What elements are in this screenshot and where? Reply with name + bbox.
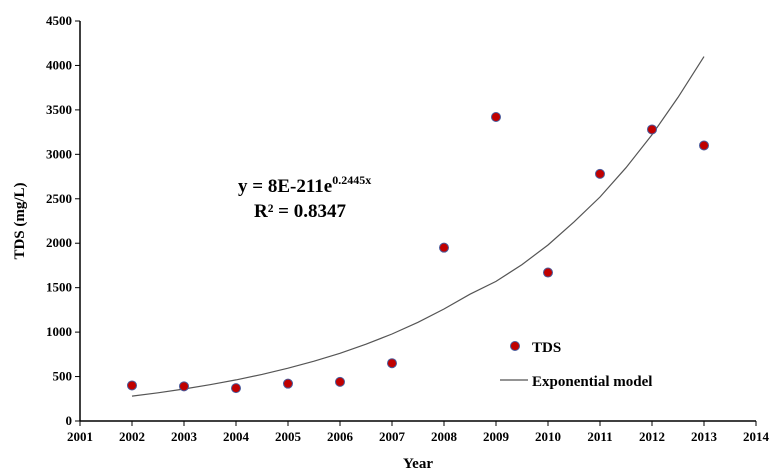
x-axis-ticks: 2001 2002 2003 2004 2005 2006 2007 2008 2009 2010… <box>67 421 770 444</box>
x-axis-title: Year <box>403 456 433 472</box>
plot-area <box>79 21 756 422</box>
tds-point <box>179 381 189 392</box>
legend-tds-label: TDS <box>532 340 561 356</box>
y-tick-label: 4000 <box>46 57 72 72</box>
y-tick-label: 0 <box>66 413 73 428</box>
y-tick-label: 2500 <box>46 191 72 206</box>
tds-point <box>387 358 397 369</box>
y-tick-label: 3500 <box>46 102 72 117</box>
tds-point <box>543 267 553 278</box>
x-tick-label: 2001 <box>67 429 93 444</box>
tds-point <box>127 380 137 391</box>
x-tick-label: 2004 <box>223 429 250 444</box>
exponential-model-line <box>131 56 705 397</box>
legend-model-label: Exponential model <box>532 374 652 390</box>
r-squared-text: R² = 0.8347 <box>254 201 346 222</box>
x-tick-label: 2007 <box>379 429 406 444</box>
tds-point <box>231 383 241 394</box>
legend-tds-marker <box>510 341 520 351</box>
y-tick-label: 500 <box>53 369 73 384</box>
x-tick-label: 2008 <box>431 429 458 444</box>
x-tick-label: 2012 <box>639 429 665 444</box>
y-tick-label: 1000 <box>46 324 72 339</box>
y-tick-label: 4500 <box>46 13 72 28</box>
equation-base: y = 8E-211e <box>238 176 332 197</box>
x-tick-label: 2002 <box>119 429 145 444</box>
x-tick-label: 2006 <box>327 429 354 444</box>
equation-exponent: 0.2445x <box>332 173 371 187</box>
tds-point <box>283 378 293 389</box>
x-tick-label: 2014 <box>743 429 770 444</box>
legend: TDS Exponential model <box>500 340 652 390</box>
x-tick-label: 2003 <box>171 429 198 444</box>
x-tick-label: 2010 <box>535 429 561 444</box>
exponential-model-layer <box>131 56 705 397</box>
x-tick-label: 2011 <box>587 429 612 444</box>
y-axis-ticks: 0 500 1000 1500 2000 2500 3000 3500 4000 4500 <box>46 13 80 428</box>
x-tick-label: 2009 <box>483 429 510 444</box>
x-tick-label: 2005 <box>275 429 302 444</box>
x-tick-label: 2013 <box>691 429 718 444</box>
tds-point <box>439 242 449 253</box>
y-tick-label: 3000 <box>46 146 72 161</box>
y-axis-title: TDS (mg/L) <box>12 182 28 259</box>
tds-point <box>699 140 709 151</box>
tds-point <box>647 124 657 135</box>
tds-point <box>595 168 605 179</box>
tds-point <box>335 376 345 387</box>
equation-text: y = 8E-211e0.2445x <box>238 173 371 197</box>
y-tick-label: 2000 <box>46 235 72 250</box>
tds-points-layer <box>127 112 709 394</box>
equation-annotation: y = 8E-211e0.2445x R² = 0.8347 <box>238 173 371 222</box>
y-tick-label: 1500 <box>46 280 72 295</box>
tds-point <box>491 112 501 122</box>
